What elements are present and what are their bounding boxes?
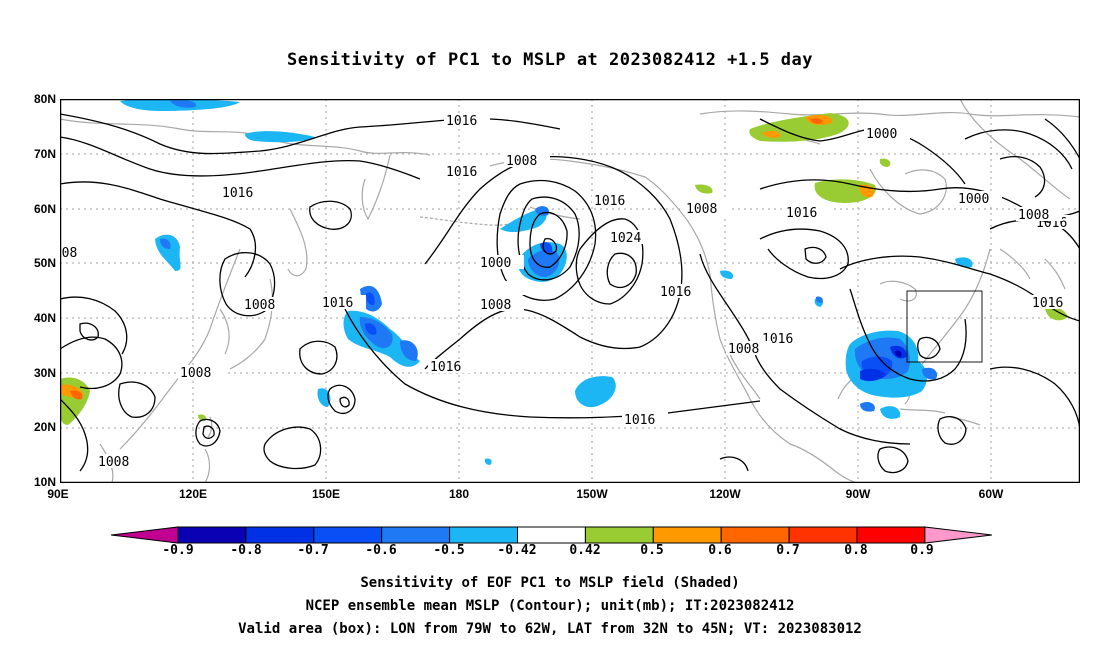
contour-labels: 1016 1016 1016 1016 1016 1016 1016 1016 … [60, 113, 1080, 470]
colorbar-cell [924, 526, 992, 544]
colorbar-cell [517, 526, 586, 544]
footer-line-2: NCEP ensemble mean MSLP (Contour); unit(… [305, 598, 795, 614]
contour-label: 1008 [1018, 208, 1049, 223]
contour-label: 1008 [686, 202, 717, 217]
colorbar-tick-label: -0.8 [230, 543, 262, 558]
colorbar-cell [449, 526, 519, 544]
contour-label: 1016 [446, 165, 477, 180]
lat-label: 30N [33, 366, 56, 380]
shaded-sensitivity [60, 99, 1068, 465]
colorbar-tick-label: 0.6 [708, 543, 732, 558]
contour-label: 1016 [624, 413, 655, 428]
lon-label: 90W [845, 487, 871, 501]
lon-label: 120E [178, 487, 208, 501]
map-panel: 1016 1016 1016 1016 1016 1016 1016 1016 … [60, 99, 1080, 483]
contour-label: 1016 [594, 194, 625, 209]
colorbar-tick-label: 0.7 [776, 543, 800, 558]
colorbar-tick-label: -0.9 [162, 543, 194, 558]
colorbar-cell [313, 526, 383, 544]
colorbar-tick-label: 0.5 [640, 543, 664, 558]
colorbar-tick-label: -0.42 [497, 543, 537, 558]
lat-label: 40N [33, 311, 56, 325]
contour-label: 1016 [660, 285, 691, 300]
lat-label: 10N [33, 475, 56, 489]
plot-title: Sensitivity of PC1 to MSLP at 2023082412… [286, 50, 813, 70]
colorbar-tick-label: -0.7 [297, 543, 329, 558]
colorbar-tick-label: 0.42 [569, 543, 601, 558]
contour-label: 1016 [322, 296, 353, 311]
contour-label: 1016 [430, 360, 461, 375]
map-frame [60, 99, 1080, 483]
colorbar-cell [177, 526, 247, 544]
contour-label: 1008 [728, 342, 759, 357]
colorbar-cell [584, 526, 654, 544]
graticule [60, 99, 1080, 483]
lon-label: 180 [448, 487, 470, 501]
lat-label: 50N [33, 256, 56, 270]
lat-label: 80N [33, 92, 56, 106]
contour-label: 1000 [866, 127, 897, 142]
valid-area-box [906, 290, 983, 363]
colorbar-cell [856, 526, 926, 544]
colorbar-tick-label: -0.6 [365, 543, 397, 558]
colorbar-cells [110, 526, 992, 544]
colorbar-tick-label: 0.8 [844, 543, 868, 558]
contour-label: 1008 [244, 298, 275, 313]
mslp-contours [60, 113, 1080, 474]
lat-label: 20N [33, 420, 56, 434]
lon-label: 60W [978, 487, 1004, 501]
contour-label: 1016 [1032, 296, 1063, 311]
contour-label: 1008 [180, 366, 211, 381]
colorbar [110, 526, 992, 544]
lon-label: 90E [47, 487, 69, 501]
lon-label: 120W [709, 487, 741, 501]
contour-label: 1016 [222, 186, 253, 201]
contour-label: 1008 [480, 298, 511, 313]
contour-label: 1000 [480, 256, 511, 271]
colorbar-cell [381, 526, 451, 544]
contour-label: 1008 [60, 246, 77, 261]
lon-label: 150W [576, 487, 608, 501]
colorbar-cell [720, 526, 790, 544]
footer-line-3: Valid area (box): LON from 79W to 62W, L… [238, 621, 862, 637]
colorbar-tick-label: -0.5 [433, 543, 465, 558]
colorbar-tick-label: 0.9 [910, 543, 934, 558]
colorbar-cell [788, 526, 858, 544]
contour-label: 1008 [98, 455, 129, 470]
lat-label: 70N [33, 147, 56, 161]
colorbar-cell [652, 526, 722, 544]
footer-line-1: Sensitivity of EOF PC1 to MSLP field (Sh… [360, 575, 740, 591]
map-svg: 1016 1016 1016 1016 1016 1016 1016 1016 … [60, 99, 1080, 483]
contour-label: 1008 [506, 154, 537, 169]
contour-label: 1016 [446, 114, 477, 129]
lon-label: 150E [311, 487, 341, 501]
lat-label: 60N [33, 202, 56, 216]
contour-label: 1000 [958, 192, 989, 207]
contour-label: 1024 [610, 231, 641, 246]
colorbar-cell [110, 526, 179, 544]
contour-label: 1016 [786, 206, 817, 221]
colorbar-cell [245, 526, 315, 544]
